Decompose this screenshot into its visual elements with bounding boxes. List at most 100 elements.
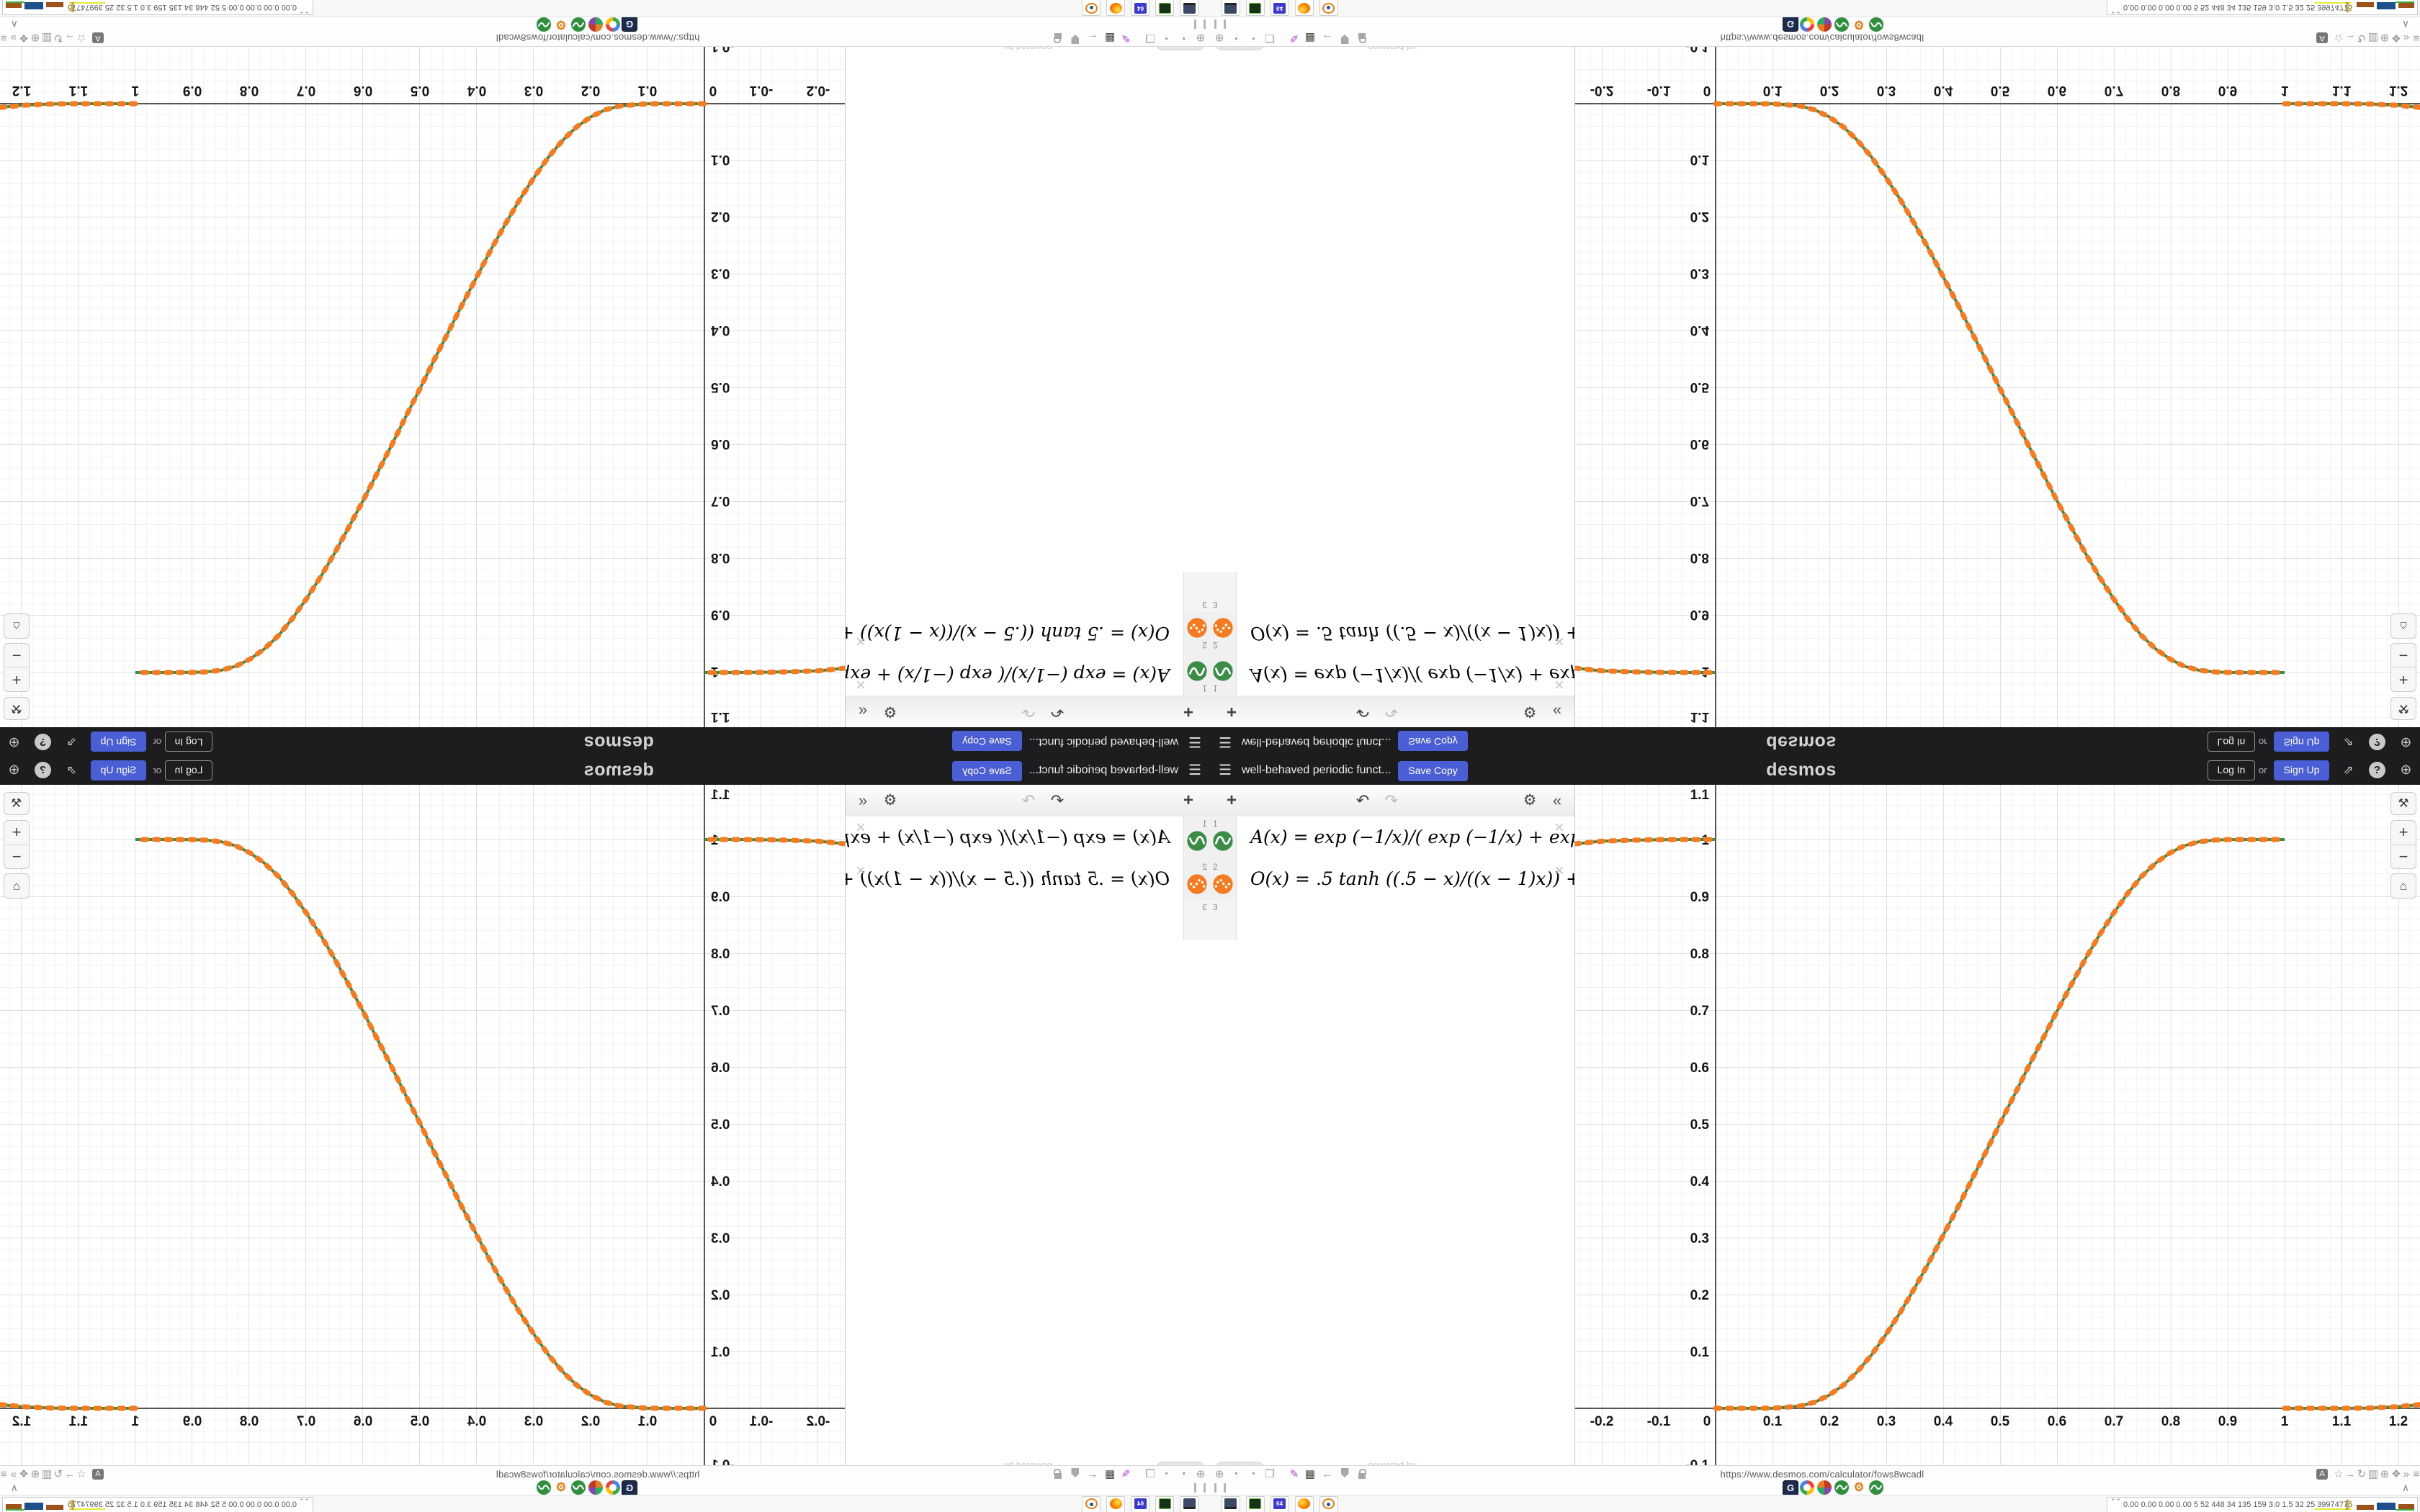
marker-pen-icon[interactable]: ✎ [1121,32,1131,44]
reload-icon[interactable]: ↻ [2357,1468,2367,1480]
forward-arrow-icon[interactable]: → [2344,1468,2356,1480]
graph-paper[interactable]: -0.2 -0.1 0 0.1 0.2 0.3 0.4 0.5 0.6 0.7 … [1574,785,2420,1465]
share-icon[interactable]: ⇗ [66,763,77,777]
graph-title[interactable]: well-behaved periodic funct... [1242,764,1392,776]
firefox-launcher[interactable] [1295,0,1314,16]
collapse-panel-button[interactable]: « [1552,791,1562,809]
collapse-panel-button[interactable]: « [1552,703,1562,721]
pause-bars-icon[interactable] [1194,19,1206,29]
expression-gutter-1[interactable]: 1 [1183,816,1210,860]
desmos-tab-favicon[interactable] [1834,1480,1849,1495]
emulator-launcher[interactable] [1155,1496,1174,1512]
desmos-wordmark[interactable]: desmos [1766,760,1837,780]
curve-style-icon-solid[interactable] [1211,660,1234,683]
redo-button[interactable]: ↷ [1021,791,1036,809]
system-monitor-launcher[interactable] [1222,0,1240,16]
help-icon[interactable]: ? [35,734,51,750]
expression-row-1[interactable]: 1 A(x) = exp (−1/x)/( exp (−1/x) + exp (… [1210,816,1703,860]
lock-icon[interactable] [1050,1467,1066,1481]
google-tab-favicon[interactable] [606,17,620,32]
curve-style-icon-dotted[interactable] [1186,873,1209,896]
zoom-in-button[interactable]: + [4,667,29,691]
gauge-icon[interactable]: ◔ [1249,1468,1256,1480]
share-icon[interactable]: ⇗ [2343,763,2354,777]
add-expression-button[interactable]: + [1226,791,1237,810]
back-arrow-icon[interactable]: ← [1087,1468,1098,1480]
emulator-launcher[interactable] [1246,0,1265,16]
delete-expression-icon[interactable]: × [856,631,866,651]
expression-gutter-2[interactable]: 2 [1183,612,1210,652]
edit-list-settings-button[interactable]: ⚙ [883,703,897,720]
expression-gutter-1[interactable]: 1 [1210,652,1237,696]
graph-settings-wrench-button[interactable]: ⚒ [4,697,30,720]
gear-tab-favicon[interactable]: ⚙ [554,1480,568,1495]
pinwheel-tab-favicon[interactable] [1817,17,1832,32]
blender-launcher[interactable] [1082,1496,1101,1512]
tab-list-caret-icon[interactable]: ∧ [2402,1482,2410,1493]
bookmark-star-icon[interactable]: ☆ [2334,1468,2344,1480]
shield-icon[interactable] [1337,1467,1353,1481]
marker-pen-icon[interactable]: ✎ [1289,32,1299,44]
globe-icon[interactable]: ⊕ [1196,32,1206,44]
default-viewport-home-button[interactable]: ⌂ [2390,613,2416,639]
menu-icon[interactable]: ☰ [1219,734,1232,750]
desmos-tab-favicon[interactable] [1834,17,1849,32]
disk64-launcher[interactable]: 64 [1270,0,1289,16]
gauge-icon[interactable]: ◔ [1164,1468,1171,1480]
expression-row-1[interactable]: 1 A(x) = exp (−1/x)/( exp (−1/x) + exp (… [1210,652,1703,696]
desmos-tab-favicon[interactable] [1869,1480,1883,1495]
desmos-wordmark[interactable]: desmos [583,732,654,752]
share-icon[interactable]: ⇗ [66,735,77,749]
help-icon[interactable]: ? [2369,762,2385,778]
expression-formula-2[interactable]: O(x) = .5 tanh ((.5 − x)/((x − 1)x)) + .… [816,868,1170,889]
pause-bars-icon[interactable] [1214,19,1226,29]
zoom-in-button[interactable]: + [2391,821,2416,845]
zoom-out-button[interactable]: − [2398,847,2408,865]
signup-button[interactable]: Sign Up [91,732,146,752]
help-icon[interactable]: ? [2369,734,2385,750]
gauge-icon[interactable]: ◔ [1164,32,1171,44]
g-dark-tab-favicon[interactable]: G [1783,1480,1798,1496]
address-url-text[interactable]: https://www.desmos.com/calculator/fows8w… [496,1469,700,1480]
system-monitor-launcher[interactable] [1180,1496,1198,1512]
curve-style-icon-dotted[interactable] [1211,616,1234,639]
zoom-in-button[interactable]: + [4,821,29,845]
g-dark-tab-favicon[interactable]: G [1783,16,1798,32]
default-viewport-home-button[interactable]: ⌂ [2390,873,2416,899]
trash-icon[interactable]: ▥ [2367,1468,2379,1480]
extension-icon[interactable]: ❖ [2391,1468,2401,1480]
desmos-tab-favicon[interactable] [537,17,551,32]
menu-hamburger-icon[interactable]: ≡ [0,1468,7,1480]
edit-list-settings-button[interactable]: ⚙ [883,792,897,809]
curve-style-icon-dotted[interactable] [1211,873,1234,896]
blender-launcher[interactable] [1082,0,1101,16]
graph-paper[interactable]: -0.2 -0.1 0 0.1 0.2 0.3 0.4 0.5 0.6 0.7 … [1574,47,2420,727]
back-arrow-icon[interactable]: ← [1322,32,1333,44]
expression-row-3-empty[interactable]: 3 [846,900,1210,940]
desmos-wordmark[interactable]: desmos [583,760,654,780]
expression-gutter-1[interactable]: 1 [1210,816,1237,860]
help-icon[interactable]: ? [35,762,51,778]
add-expression-button[interactable]: + [1183,791,1194,810]
firefox-launcher[interactable] [1106,1496,1125,1512]
signup-button[interactable]: Sign Up [91,760,146,780]
desmos-tab-favicon[interactable] [537,1480,551,1495]
expression-gutter-2[interactable]: 2 [1210,860,1237,900]
login-button[interactable]: Log In [165,760,212,780]
expression-row-1[interactable]: 1 A(x) = exp (−1/x)/( exp (−1/x) + exp (… [717,652,1210,696]
delete-expression-icon[interactable]: × [856,861,866,881]
trash-icon[interactable]: ▦ [1304,1468,1316,1480]
expression-gutter-3[interactable]: 3 [1210,572,1237,612]
translate-icon[interactable]: A [2316,32,2328,43]
desmos-tab-favicon[interactable] [1869,17,1883,32]
tab-list-caret-icon[interactable]: ∧ [10,19,18,30]
emulator-launcher[interactable] [1246,1496,1265,1512]
undo-button[interactable]: ↶ [1050,703,1065,721]
tab-list-caret-icon[interactable]: ∧ [2402,19,2410,30]
gear-tab-favicon[interactable]: ⚙ [1852,1480,1866,1495]
language-globe-icon[interactable]: ⊕ [8,762,20,778]
folder-icon[interactable]: ❐ [1265,1468,1275,1480]
back-arrow-icon[interactable]: ← [1087,32,1098,44]
collapse-panel-button[interactable]: « [858,791,868,809]
tab-list-caret-icon[interactable]: ∧ [10,1482,18,1493]
